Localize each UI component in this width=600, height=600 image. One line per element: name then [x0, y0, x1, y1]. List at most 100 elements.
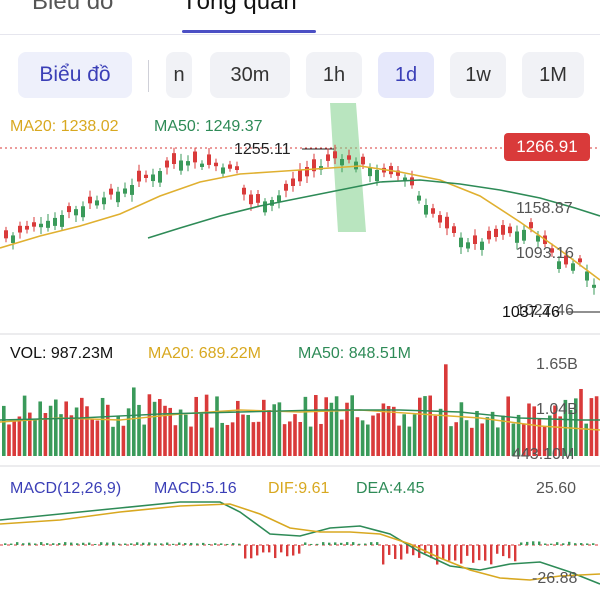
volume-bar [199, 413, 204, 456]
candle-body [39, 223, 43, 228]
macd-axis-label: 25.60 [536, 480, 577, 497]
macd-histogram-bar [64, 542, 67, 545]
volume-bar [397, 425, 401, 456]
volume-bar [184, 414, 188, 456]
price-axis-label: 1027.46 [516, 302, 574, 319]
macd-histogram-bar [466, 545, 469, 556]
interval-button-1M[interactable]: 1M [522, 52, 584, 98]
candle-body [284, 183, 288, 191]
macd-histogram-bar [82, 542, 85, 545]
candle-body [179, 160, 183, 171]
volume-bar [594, 396, 599, 456]
macd-histogram-bar [538, 541, 541, 545]
candle-body [242, 187, 246, 195]
candle-body [501, 225, 505, 235]
volume-bar [475, 410, 479, 456]
macd-title-label: MACD(12,26,9) [10, 480, 122, 497]
macd-histogram-bar [118, 543, 121, 545]
candle-body [137, 170, 141, 182]
volume-bars [2, 364, 599, 456]
candle-body [585, 271, 589, 281]
candle-body [60, 215, 64, 227]
volume-bar [589, 398, 594, 456]
volume-bar [412, 414, 417, 456]
chart-type-button[interactable]: Biểu đồ [18, 52, 132, 98]
macd-histogram-bar [568, 541, 571, 545]
volume-bar [267, 410, 271, 456]
volume-bar [459, 402, 464, 456]
volume-bar [418, 397, 422, 456]
macd-histogram-bar [532, 541, 535, 545]
macd-histogram-bar [70, 542, 73, 545]
volume-bar [433, 415, 438, 456]
candle-body [522, 229, 526, 241]
macd-histogram-bar [382, 545, 385, 565]
volume-bar [59, 414, 63, 456]
tab-chart[interactable]: Biểu đồ [32, 0, 114, 15]
volume-bar [542, 426, 547, 456]
volume-bar [152, 401, 157, 456]
macd-histogram-bar [292, 545, 295, 556]
volume-bar [485, 417, 490, 456]
volume-bar [262, 399, 266, 456]
macd-histogram-bar [232, 543, 235, 545]
tab-overview[interactable]: Tổng quan [182, 0, 297, 15]
interval-button-30m[interactable]: 30m [210, 52, 290, 98]
volume-bar [256, 421, 261, 456]
candle-body [172, 153, 176, 164]
volume-bar [116, 415, 120, 456]
candle-body [235, 166, 239, 170]
volume-bar [345, 402, 349, 456]
candle-body [81, 206, 85, 218]
macd-histogram-bar [472, 545, 475, 563]
macd-histogram-bar [346, 542, 349, 545]
candle-body [368, 167, 372, 177]
macd-histogram-bar [490, 545, 493, 565]
volume-bar [54, 399, 58, 456]
interval-button-1h[interactable]: 1h [306, 52, 362, 98]
volume-bar [360, 420, 365, 456]
volume-bar [204, 394, 209, 456]
candle-body [186, 161, 190, 166]
volume-bar [308, 426, 313, 456]
price-axis-label: 1093.16 [516, 245, 574, 262]
candle-body [109, 188, 113, 195]
candle-body [571, 263, 575, 271]
low-price-label: 1037.46 [502, 304, 560, 321]
candle-body [459, 237, 463, 248]
candle-body [466, 242, 470, 249]
volume-bar [324, 397, 328, 456]
volume-bar [251, 422, 256, 456]
macd-histogram-bar [496, 545, 499, 554]
macd-histogram-bar [580, 543, 583, 545]
volume-bar [298, 421, 302, 456]
volume-bar [438, 408, 443, 456]
volume-bar [407, 426, 412, 456]
volume-bar [64, 401, 68, 456]
volume-bar [568, 409, 573, 456]
interval-button-n[interactable]: n [166, 52, 192, 98]
volume-bar [496, 427, 500, 456]
volume-bar [371, 415, 375, 456]
macd-histogram-bar [22, 543, 25, 545]
candle-body [193, 151, 197, 163]
macd-histogram-bar [280, 545, 283, 553]
volume-bar [95, 420, 100, 456]
current-price-tag: 1266.91 [504, 133, 590, 161]
volume-bar [516, 414, 521, 456]
volume-bar [334, 396, 339, 456]
candle-body [431, 208, 435, 214]
candle-body [592, 284, 596, 288]
volume-bar [106, 404, 110, 456]
interval-button-1w[interactable]: 1w [450, 52, 506, 98]
macd-histogram-bar [358, 543, 361, 545]
interval-button-1d[interactable]: 1d [378, 52, 434, 98]
macd-histogram-bar [556, 542, 559, 545]
volume-bar [537, 418, 542, 456]
macd-histogram-bar [376, 542, 379, 545]
volume-bar [381, 403, 386, 456]
volume-bar [293, 414, 297, 456]
volume-bar [2, 405, 6, 456]
macd-axis-label: -26.88 [532, 570, 578, 587]
